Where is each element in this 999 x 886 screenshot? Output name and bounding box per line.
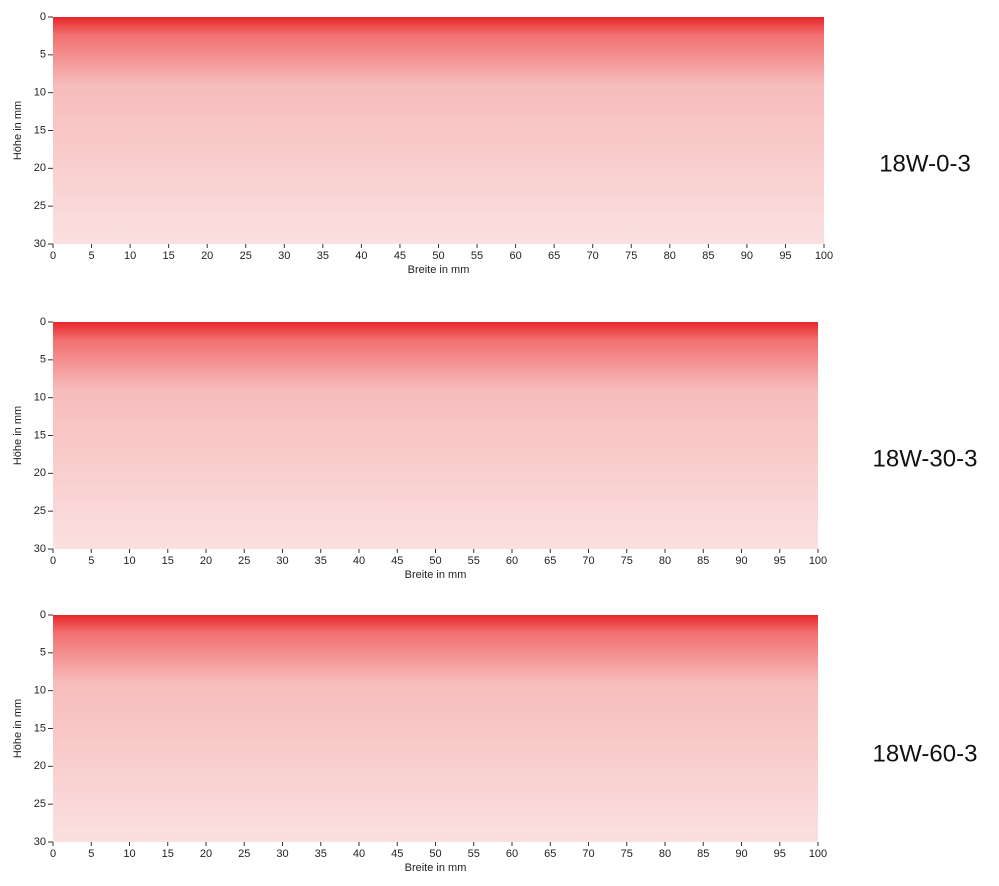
- x-tick-label: 45: [391, 848, 403, 860]
- x-tick-label: 40: [353, 848, 365, 860]
- x-tick-label: 95: [774, 848, 786, 860]
- x-tick-label: 90: [735, 555, 747, 567]
- x-axis-label: Breite in mm: [405, 569, 467, 581]
- x-tick-label: 5: [88, 848, 94, 860]
- x-axis-label: Breite in mm: [408, 264, 470, 276]
- x-axis-label: Breite in mm: [405, 862, 467, 874]
- x-tick-label: 20: [200, 555, 212, 567]
- x-tick-label: 85: [697, 555, 709, 567]
- x-tick-label: 95: [779, 250, 791, 262]
- x-tick-label: 20: [200, 848, 212, 860]
- x-tick-label: 30: [276, 555, 288, 567]
- x-tick-label: 30: [276, 848, 288, 860]
- heatmap-area: [53, 322, 818, 549]
- x-tick-label: 55: [468, 848, 480, 860]
- heatmap-area: [53, 17, 824, 244]
- x-tick-label: 0: [50, 848, 56, 860]
- x-tick-label: 40: [355, 250, 367, 262]
- x-tick-label: 65: [548, 250, 560, 262]
- x-tick-label: 0: [50, 555, 56, 567]
- x-tick-label: 35: [315, 848, 327, 860]
- y-axis-label: Höhe in mm: [12, 101, 24, 160]
- x-tick-label: 70: [587, 250, 599, 262]
- x-tick-label: 60: [509, 250, 521, 262]
- x-tick-label: 35: [315, 555, 327, 567]
- y-tick-label: 25: [34, 505, 46, 517]
- x-tick-label: 85: [697, 848, 709, 860]
- x-tick-label: 15: [162, 555, 174, 567]
- x-tick-label: 75: [621, 555, 633, 567]
- x-tick-label: 90: [735, 848, 747, 860]
- y-tick-label: 5: [40, 647, 46, 659]
- x-tick-label: 40: [353, 555, 365, 567]
- x-tick-label: 90: [741, 250, 753, 262]
- panel-label: 18W-30-3: [873, 445, 978, 472]
- y-tick-label: 15: [34, 722, 46, 734]
- x-tick-label: 80: [659, 555, 671, 567]
- x-tick-label: 100: [809, 848, 827, 860]
- y-tick-label: 30: [34, 238, 46, 250]
- x-tick-label: 55: [471, 250, 483, 262]
- x-tick-label: 45: [391, 555, 403, 567]
- y-tick-label: 20: [34, 467, 46, 479]
- x-tick-label: 75: [621, 848, 633, 860]
- x-tick-label: 100: [809, 555, 827, 567]
- x-tick-label: 45: [394, 250, 406, 262]
- y-tick-label: 25: [34, 200, 46, 212]
- x-tick-label: 50: [432, 250, 444, 262]
- y-tick-label: 25: [34, 798, 46, 810]
- x-tick-label: 70: [582, 848, 594, 860]
- x-tick-label: 65: [544, 848, 556, 860]
- y-tick-label: 20: [34, 162, 46, 174]
- x-tick-label: 50: [429, 555, 441, 567]
- x-tick-label: 80: [659, 848, 671, 860]
- x-tick-label: 10: [123, 848, 135, 860]
- x-tick-label: 25: [238, 848, 250, 860]
- heatmap-area: [53, 615, 818, 842]
- y-axis-label: Höhe in mm: [12, 699, 24, 758]
- x-tick-label: 5: [88, 250, 94, 262]
- x-tick-label: 55: [468, 555, 480, 567]
- x-tick-label: 25: [238, 555, 250, 567]
- x-tick-label: 10: [124, 250, 136, 262]
- y-tick-label: 10: [34, 685, 46, 697]
- panel-label: 18W-0-3: [879, 150, 971, 177]
- x-tick-label: 100: [815, 250, 833, 262]
- panel-label: 18W-60-3: [873, 740, 978, 767]
- y-tick-label: 20: [34, 760, 46, 772]
- y-tick-label: 0: [40, 609, 46, 621]
- y-tick-label: 0: [40, 11, 46, 23]
- x-tick-label: 10: [123, 555, 135, 567]
- y-tick-label: 15: [34, 429, 46, 441]
- x-tick-label: 35: [317, 250, 329, 262]
- x-tick-label: 15: [162, 848, 174, 860]
- y-tick-label: 5: [40, 354, 46, 366]
- x-tick-label: 30: [278, 250, 290, 262]
- x-tick-label: 85: [702, 250, 714, 262]
- x-tick-label: 0: [50, 250, 56, 262]
- x-tick-label: 80: [664, 250, 676, 262]
- x-tick-label: 60: [506, 848, 518, 860]
- y-tick-label: 10: [34, 87, 46, 99]
- x-tick-label: 60: [506, 555, 518, 567]
- y-axis-label: Höhe in mm: [12, 406, 24, 465]
- x-tick-label: 70: [582, 555, 594, 567]
- y-tick-label: 30: [34, 543, 46, 555]
- y-tick-label: 15: [34, 124, 46, 136]
- x-tick-label: 5: [88, 555, 94, 567]
- y-tick-label: 30: [34, 836, 46, 848]
- x-tick-label: 95: [774, 555, 786, 567]
- x-tick-label: 65: [544, 555, 556, 567]
- y-tick-label: 10: [34, 392, 46, 404]
- x-tick-label: 20: [201, 250, 213, 262]
- x-tick-label: 15: [163, 250, 175, 262]
- y-tick-label: 5: [40, 49, 46, 61]
- x-tick-label: 50: [429, 848, 441, 860]
- x-tick-label: 25: [240, 250, 252, 262]
- y-tick-label: 0: [40, 316, 46, 328]
- x-tick-label: 75: [625, 250, 637, 262]
